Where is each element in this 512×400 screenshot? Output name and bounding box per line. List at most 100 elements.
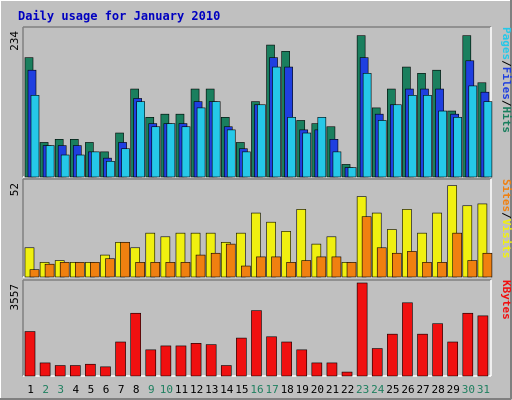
bar-kbytes-day-4 bbox=[69, 365, 81, 377]
bar-pages-day-15 bbox=[242, 151, 251, 178]
bar-kbytes-day-20 bbox=[311, 362, 323, 377]
bar-pages-day-7 bbox=[121, 148, 130, 178]
x-tick-label-day-14: 14 bbox=[220, 383, 234, 396]
bar-pages-day-4 bbox=[75, 154, 85, 178]
bar-sites-day-30 bbox=[467, 260, 478, 278]
x-tick-label-day-22: 22 bbox=[341, 383, 354, 396]
x-tick-label-day-4: 4 bbox=[73, 383, 80, 396]
bar-sites-day-22 bbox=[346, 262, 357, 278]
x-tick-label-day-13: 13 bbox=[205, 383, 218, 396]
x-tick-label-day-26: 26 bbox=[401, 383, 414, 396]
bar-pages-day-3 bbox=[60, 154, 70, 178]
bar-kbytes-day-1 bbox=[24, 331, 36, 377]
bar-visits-day-24 bbox=[371, 212, 382, 278]
x-tick-label-day-21: 21 bbox=[326, 383, 339, 396]
x-tick-label-day-11: 11 bbox=[175, 383, 188, 396]
bar-pages-day-29 bbox=[453, 117, 463, 178]
bar-kbytes-day-25 bbox=[387, 333, 398, 377]
bar-visits-day-31 bbox=[477, 203, 488, 278]
x-tick-label-day-27: 27 bbox=[416, 383, 429, 396]
bar-sites-day-8 bbox=[135, 262, 145, 278]
bar-pages-day-17 bbox=[272, 66, 281, 178]
panel-hits: 234 Pages/Files/Hits bbox=[8, 26, 512, 178]
bar-visits-day-28 bbox=[432, 212, 442, 278]
bar-kbytes-day-15 bbox=[236, 337, 247, 377]
bar-visits-day-9 bbox=[145, 232, 156, 278]
bar-visits-day-15 bbox=[236, 232, 246, 278]
bar-pages-day-12 bbox=[196, 107, 206, 178]
bar-pages-day-1 bbox=[30, 95, 40, 178]
bar-visits-day-30 bbox=[462, 205, 473, 278]
panel-kbytes: 3557 KBytes bbox=[8, 279, 512, 377]
legend-item: Hits bbox=[500, 107, 512, 134]
x-tick-label-day-16: 16 bbox=[250, 383, 263, 396]
bar-kbytes-day-26 bbox=[402, 302, 413, 377]
legend-item: Pages bbox=[500, 27, 512, 60]
legend-item: KBytes bbox=[500, 280, 512, 320]
legend-item: Sites bbox=[500, 179, 512, 212]
x-tick-label-day-10: 10 bbox=[160, 383, 173, 396]
bar-sites-day-20 bbox=[316, 256, 327, 278]
bar-visits-day-16 bbox=[251, 212, 261, 278]
bar-kbytes-day-13 bbox=[205, 344, 217, 377]
x-tick-label-day-28: 28 bbox=[432, 383, 445, 396]
bar-sites-day-12 bbox=[195, 254, 206, 278]
bar-sites-day-3 bbox=[59, 262, 70, 278]
bar-kbytes-day-9 bbox=[145, 349, 157, 377]
bar-pages-day-24 bbox=[377, 120, 387, 178]
bar-pages-day-20 bbox=[317, 117, 327, 178]
bar-kbytes-day-10 bbox=[160, 345, 172, 377]
bar-kbytes-day-16 bbox=[251, 310, 262, 377]
bar-kbytes-day-31 bbox=[477, 315, 489, 377]
bar-kbytes-day-28 bbox=[432, 323, 443, 377]
bar-kbytes-day-17 bbox=[266, 336, 277, 377]
bar-sites-day-27 bbox=[422, 262, 432, 278]
x-tick-label-day-3: 3 bbox=[57, 383, 64, 396]
bar-pages-day-19 bbox=[302, 132, 312, 178]
bar-pages-day-25 bbox=[393, 104, 402, 178]
bar-sites-day-9 bbox=[150, 262, 161, 278]
bar-visits-day-27 bbox=[417, 232, 427, 278]
bar-pages-day-6 bbox=[106, 160, 115, 178]
bar-sites-day-4 bbox=[74, 262, 85, 278]
bar-pages-day-10 bbox=[166, 123, 176, 178]
bar-kbytes-day-12 bbox=[190, 343, 202, 377]
x-tick-label-day-23: 23 bbox=[356, 383, 369, 396]
bar-sites-day-11 bbox=[180, 262, 191, 278]
panel-visits-legend: Sites/Visits bbox=[500, 179, 512, 259]
bar-pages-day-9 bbox=[151, 126, 161, 178]
bar-sites-day-29 bbox=[452, 232, 463, 278]
bar-kbytes-day-2 bbox=[39, 362, 51, 377]
bar-sites-day-5 bbox=[90, 262, 100, 278]
x-tick-label-day-6: 6 bbox=[103, 383, 110, 396]
bar-sites-day-13 bbox=[210, 252, 221, 278]
bar-pages-day-23 bbox=[362, 73, 372, 178]
bar-sites-day-10 bbox=[165, 262, 176, 278]
legend-item: / bbox=[500, 212, 512, 219]
bar-sites-day-7 bbox=[120, 241, 130, 278]
bar-kbytes-day-29 bbox=[447, 341, 459, 377]
bar-pages-day-22 bbox=[347, 167, 357, 178]
chart-title: Daily usage for January 2010 bbox=[18, 9, 220, 23]
x-tick-label-day-24: 24 bbox=[371, 383, 385, 396]
bar-sites-day-1 bbox=[29, 269, 40, 278]
bar-pages-day-28 bbox=[438, 110, 447, 178]
x-tick-label-day-1: 1 bbox=[27, 383, 34, 396]
x-tick-label-day-25: 25 bbox=[386, 383, 399, 396]
x-tick-label-day-9: 9 bbox=[148, 383, 155, 396]
bar-pages-day-2 bbox=[45, 145, 55, 178]
bar-visits-day-19 bbox=[296, 209, 307, 278]
bar-pages-day-14 bbox=[226, 129, 236, 178]
x-axis-labels: 1 2 3 4 5 6 7 8 9 10 11 12 13 14 15 16 17 18 19 20 21 22 23 24 2… bbox=[27, 383, 490, 396]
bar-pages-day-21 bbox=[332, 151, 342, 178]
legend-item: Files bbox=[500, 67, 512, 100]
bar-kbytes-day-3 bbox=[54, 365, 66, 377]
bar-sites-day-21 bbox=[331, 256, 342, 278]
bar-visits-day-17 bbox=[266, 221, 276, 278]
bar-visits-day-29 bbox=[447, 185, 458, 278]
x-tick-label-day-20: 20 bbox=[311, 383, 324, 396]
x-tick-label-day-30: 30 bbox=[462, 383, 475, 396]
